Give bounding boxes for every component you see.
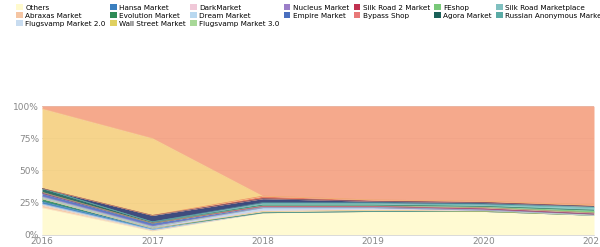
- Legend: Others, Abraxas Market, Flugsvamp Market 2.0, Hansa Market, Evolution Market, Wa: Others, Abraxas Market, Flugsvamp Market…: [16, 4, 600, 27]
